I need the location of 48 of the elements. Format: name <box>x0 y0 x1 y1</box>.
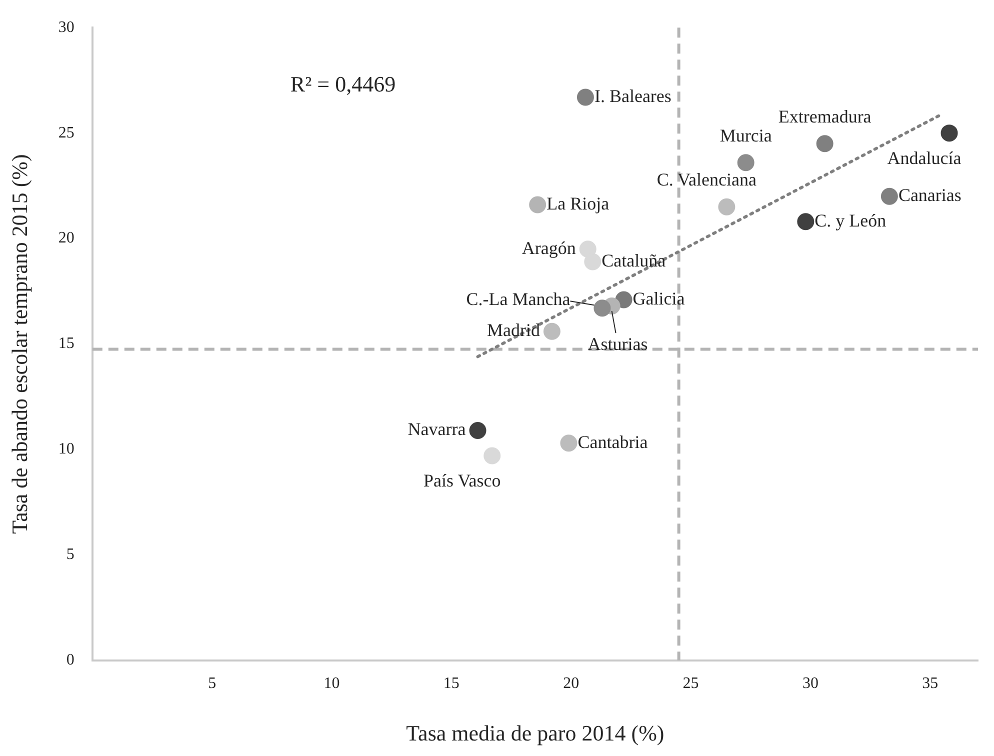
data-label: Aragón <box>522 238 576 258</box>
x-tick-label: 5 <box>208 675 216 692</box>
data-label: Andalucía <box>887 148 962 168</box>
annotation: R² = 0,4469 <box>290 71 396 96</box>
y-tick-label: 5 <box>66 546 74 564</box>
point <box>576 88 594 106</box>
data-label: La Rioja <box>546 194 610 214</box>
y-tick-label: 0 <box>66 652 74 669</box>
point <box>880 188 898 205</box>
x-tick-label: 15 <box>443 675 460 692</box>
point <box>718 198 736 216</box>
data-label: C. Valenciana <box>656 170 757 190</box>
y-axis-title: Tasa de abando escolar temprano 2015 (%) <box>6 154 32 534</box>
point <box>737 154 754 172</box>
data-label: Murcia <box>720 125 772 146</box>
point <box>584 253 602 270</box>
y-tick-label: 10 <box>58 440 74 458</box>
y-tick-label: 30 <box>58 18 74 36</box>
point <box>543 322 560 340</box>
data-label: Canarias <box>898 185 962 206</box>
point <box>529 196 546 214</box>
point <box>560 434 578 452</box>
x-axis-title: Tasa media de paro 2014 (%) <box>406 720 664 746</box>
data-label: País Vasco <box>424 470 501 491</box>
point <box>797 213 814 230</box>
y-tick-label: 25 <box>58 124 74 142</box>
point <box>940 124 958 142</box>
point <box>816 135 834 152</box>
x-tick-label: 30 <box>802 675 818 692</box>
point <box>579 240 596 258</box>
x-tick-label: 10 <box>324 675 340 692</box>
data-label: Navarra <box>408 419 466 440</box>
y-tick-label: 15 <box>58 335 74 352</box>
data-label: Galicia <box>632 288 685 308</box>
data-label: Cantabria <box>578 432 648 452</box>
data-label: I. Baleares <box>594 86 672 106</box>
data-label: C. y León <box>814 210 886 230</box>
point <box>594 300 611 317</box>
data-label: Extremadura <box>778 106 872 126</box>
point <box>484 447 501 464</box>
x-tick-label: 20 <box>563 675 580 692</box>
data-label: C.-La Mancha <box>466 288 570 309</box>
data-label: Asturias <box>588 334 648 354</box>
point <box>469 422 486 439</box>
data-label: Cataluña <box>602 250 666 270</box>
x-tick-label: 25 <box>682 675 699 692</box>
x-tick-label: 35 <box>922 675 938 692</box>
y-tick-label: 20 <box>58 230 74 247</box>
